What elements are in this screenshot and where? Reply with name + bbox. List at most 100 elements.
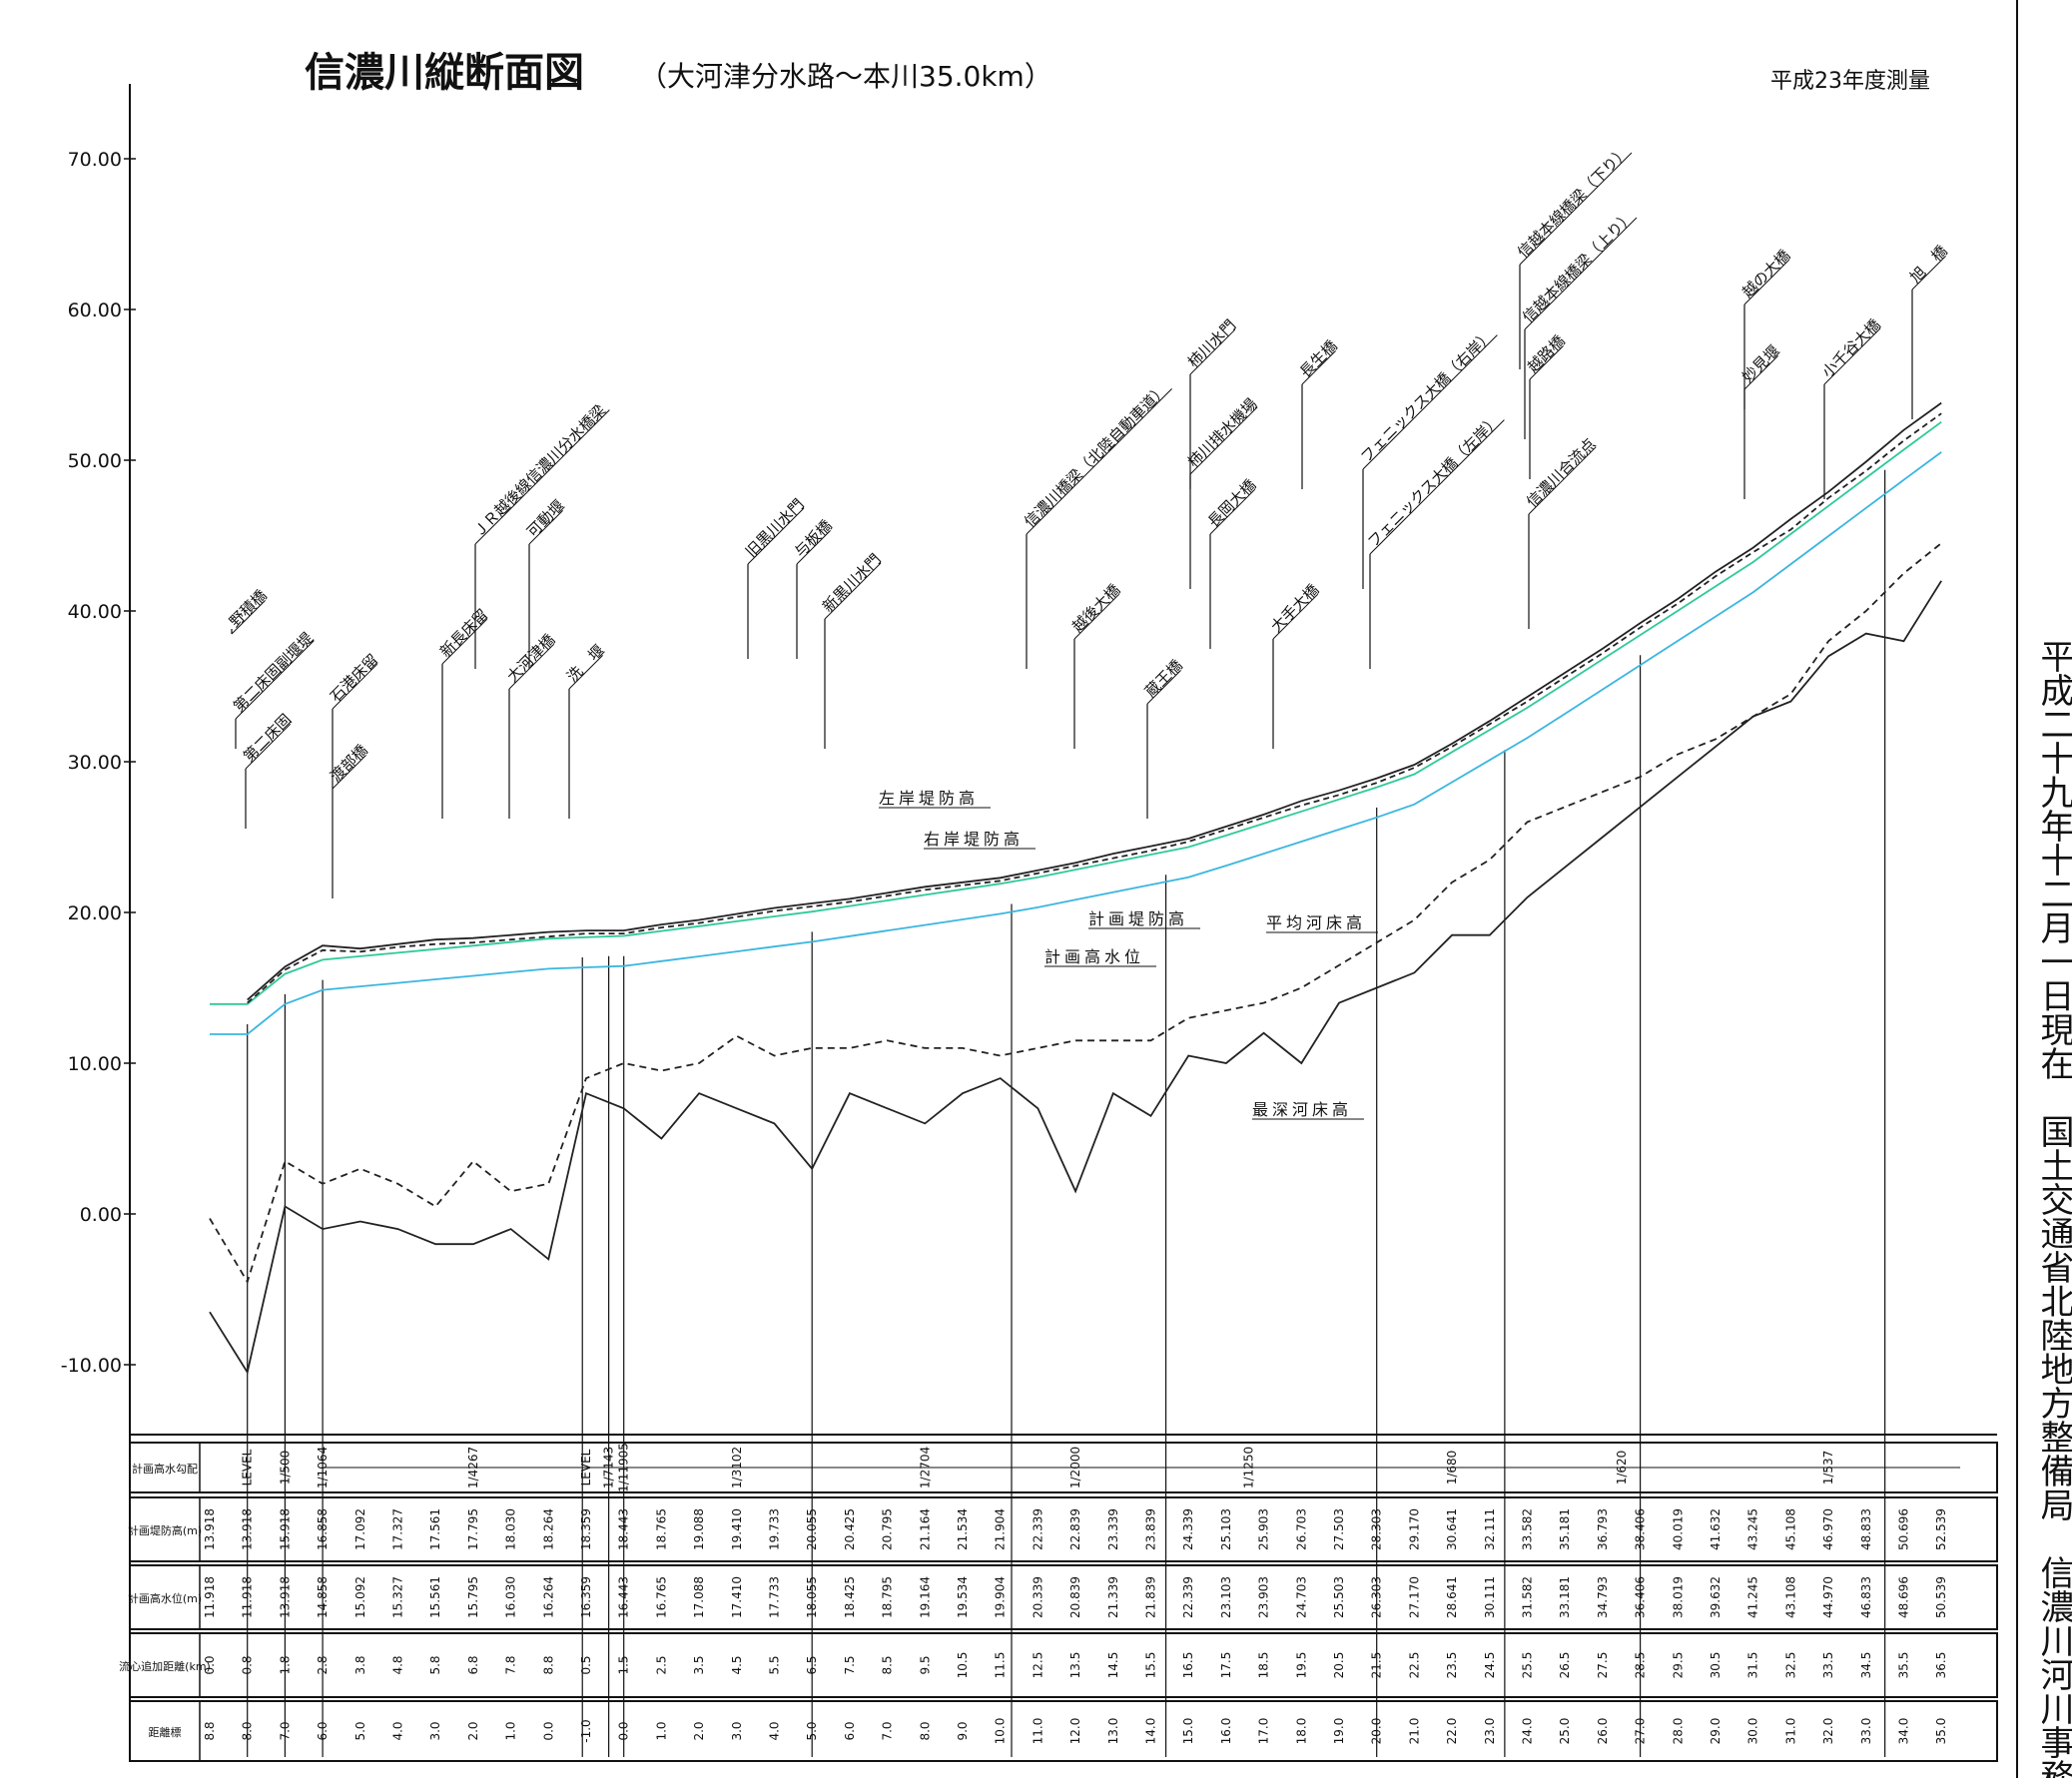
table-cell: 7.0 — [881, 1721, 895, 1740]
bridge-label: 小千谷大橋 — [1818, 315, 1884, 381]
table-cell: 17.088 — [692, 1576, 706, 1618]
table-cell: 2.0 — [466, 1721, 480, 1740]
table-cell: 3.0 — [730, 1721, 744, 1740]
table-cell: 23.903 — [1257, 1576, 1271, 1618]
table-cell: 25.903 — [1257, 1508, 1271, 1550]
table-cell: 13.0 — [1106, 1718, 1120, 1745]
table-cell: 12.5 — [1031, 1652, 1044, 1679]
table-cell: 41.245 — [1746, 1576, 1760, 1618]
table-cell: 5.8 — [428, 1655, 442, 1674]
bridge-label: 渡部橋 — [327, 741, 371, 786]
table-cell: 6.5 — [805, 1655, 819, 1674]
bridge-underline — [231, 600, 266, 635]
bridge-label: 大河津橋 — [503, 631, 558, 686]
table-cell: 19.904 — [994, 1576, 1008, 1618]
table-cell: 10.0 — [994, 1718, 1008, 1745]
bridge-label: 妙見堰 — [1738, 341, 1783, 386]
annotation-label: 計画堤防高 — [1088, 909, 1188, 928]
table-cell: 2.5 — [654, 1655, 668, 1674]
table-cell: 18.359 — [579, 1508, 593, 1550]
table-cell: 19.5 — [1294, 1652, 1308, 1679]
table-cell: 6.8 — [466, 1655, 480, 1674]
bridge-label: 越路橋 — [1524, 331, 1569, 376]
table-cell: 52.539 — [1934, 1508, 1948, 1550]
table-cell: 34.0 — [1897, 1718, 1911, 1745]
table-cell: 30.5 — [1709, 1652, 1723, 1679]
table-cell: 32.0 — [1821, 1718, 1835, 1745]
table-cell: 1.0 — [504, 1721, 518, 1740]
y-axis: 70.00 60.00 50.00 40.00 30.00 20.00 10.00 0.00 -… — [61, 149, 136, 1377]
bridge-label: 洗 堰 — [563, 641, 608, 686]
table-row — [129, 1496, 1998, 1562]
table-cell: 18.0 — [1294, 1718, 1308, 1745]
table-cell: 8.0 — [918, 1721, 932, 1740]
table-cell: 8.8 — [203, 1721, 217, 1740]
bridge-underline — [1743, 355, 1778, 390]
table-cell: 12.0 — [1068, 1718, 1082, 1745]
bridge-underline — [1369, 419, 1505, 555]
table-cell: 32.111 — [1483, 1508, 1497, 1550]
table-row-label: 流心追加距離(km) — [119, 1659, 211, 1673]
table-cell: 6.0 — [316, 1721, 330, 1740]
table-cell: 31.0 — [1783, 1718, 1797, 1745]
table-cell: 15.795 — [466, 1576, 480, 1618]
table-cell: 17.5 — [1219, 1652, 1233, 1679]
table-cell: 3.5 — [692, 1655, 706, 1674]
bridge-underline — [747, 507, 805, 565]
table-cell: 48.696 — [1897, 1576, 1911, 1618]
bridge-label: 第二床固 — [240, 711, 295, 766]
y-tick-label: 70.00 — [68, 149, 122, 171]
table-cell: 5.0 — [353, 1721, 367, 1740]
series-line-右岸堤防高 — [247, 412, 1942, 1004]
table-cell: 21.839 — [1144, 1576, 1158, 1618]
table-cell: 28.641 — [1445, 1576, 1459, 1618]
table-cell: 18.055 — [805, 1576, 819, 1618]
table-cell: 6.0 — [843, 1721, 857, 1740]
table-cell: 10.5 — [956, 1652, 970, 1679]
table-cell: -1.0 — [579, 1719, 593, 1742]
table-cell: 24.703 — [1294, 1576, 1308, 1618]
table-cell: 25.103 — [1219, 1508, 1233, 1550]
table-cell: 15.327 — [391, 1576, 405, 1618]
bridge-label: 蔵王橋 — [1141, 656, 1186, 701]
table-cell: 11.0 — [1031, 1718, 1044, 1745]
gradient-label: 1/500 — [278, 1451, 292, 1485]
table-cell: 36.5 — [1934, 1652, 1948, 1679]
table-cell: 0.0 — [617, 1721, 631, 1740]
table-cell: 20.425 — [843, 1508, 857, 1550]
table-cell: 36.406 — [1634, 1576, 1648, 1618]
table-cell: 23.103 — [1219, 1576, 1233, 1618]
bridge-underline — [568, 655, 603, 690]
table-cell: 16.264 — [541, 1576, 555, 1618]
table-cell: 17.410 — [730, 1576, 744, 1618]
table-cell: 17.795 — [466, 1508, 480, 1550]
table-row — [129, 1632, 1998, 1698]
table-cell: 31.5 — [1746, 1652, 1760, 1679]
table-cell: 19.733 — [768, 1508, 782, 1550]
table-cell: 3.0 — [428, 1721, 442, 1740]
bridge-label: 大手大橋 — [1267, 581, 1322, 636]
bridge-underline — [332, 663, 378, 710]
table-cell: 11.918 — [241, 1576, 255, 1618]
series-lines — [209, 401, 1942, 1375]
table-cell: 27.0 — [1634, 1718, 1648, 1745]
table-cell: 19.410 — [730, 1508, 744, 1550]
table-cell: 16.858 — [316, 1508, 330, 1550]
bridge-label: 信越本線橋梁（下り） — [1514, 143, 1633, 262]
bridge-underline — [474, 409, 610, 545]
bridge-label: 長岡大橋 — [1204, 476, 1259, 531]
table-cell: 26.703 — [1294, 1508, 1308, 1550]
table-cell: 1.5 — [617, 1655, 631, 1674]
table-cell: 22.839 — [1068, 1508, 1082, 1550]
table-row-label: 計画高水位(m) — [128, 1591, 202, 1605]
bridge-underline — [441, 618, 488, 665]
bridge-underline — [1026, 388, 1172, 535]
table-cell: 15.5 — [1144, 1652, 1158, 1679]
table-cell: 23.0 — [1483, 1718, 1497, 1745]
bridge-underline — [1073, 593, 1120, 640]
table-row-label: 距離標 — [149, 1725, 182, 1739]
table-cell: 8.5 — [881, 1655, 895, 1674]
y-tick-label: 40.00 — [68, 601, 122, 623]
table-cell: 1.0 — [654, 1721, 668, 1740]
